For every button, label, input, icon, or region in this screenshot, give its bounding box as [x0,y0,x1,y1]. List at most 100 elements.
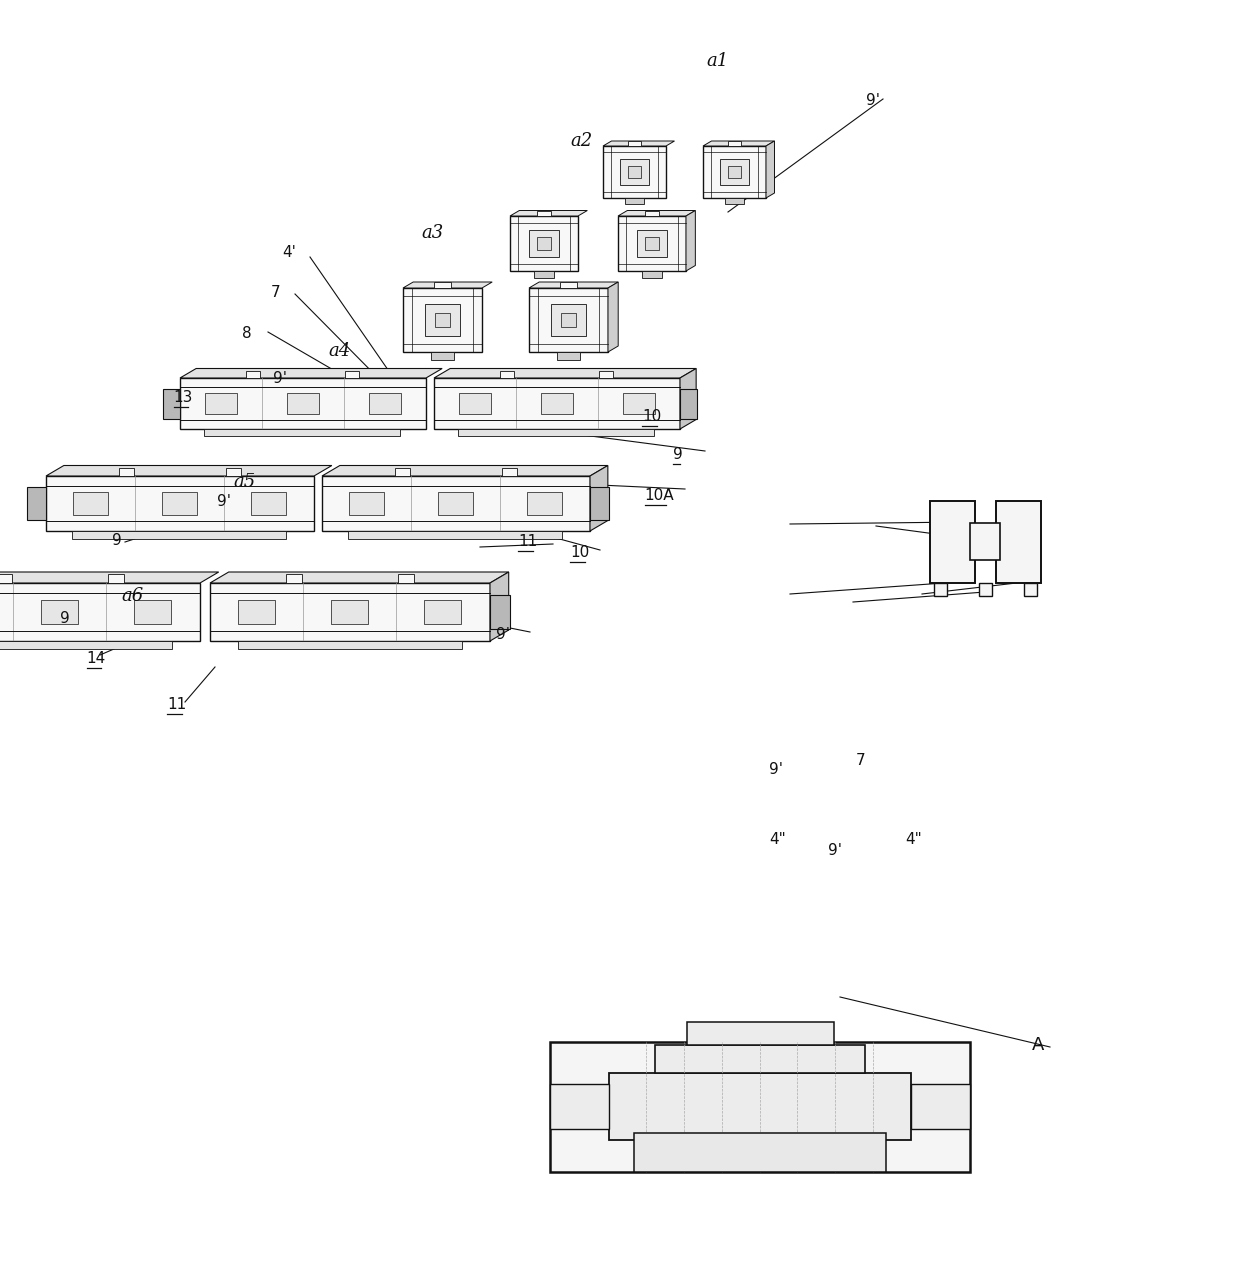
Bar [108,574,124,583]
Bar [238,599,275,623]
Text: 11: 11 [167,697,187,712]
Polygon shape [434,369,696,379]
Text: 7: 7 [856,753,866,769]
Polygon shape [703,146,766,198]
Bar [642,271,662,278]
Bar [551,1084,609,1129]
Polygon shape [0,583,200,641]
Bar [537,237,551,250]
Text: 11: 11 [518,534,538,549]
Bar [250,492,286,515]
Polygon shape [618,216,686,271]
Bar [560,313,577,327]
Bar [645,237,658,250]
Text: a1: a1 [707,52,729,69]
Bar [162,389,180,419]
Text: 8: 8 [242,326,252,341]
Bar [645,211,660,216]
Text: 9: 9 [673,447,683,462]
Text: 9': 9' [769,762,782,777]
Text: A: A [1032,1036,1044,1054]
Bar [27,487,46,520]
Bar [0,574,12,583]
Bar [930,501,975,583]
Bar [720,159,749,186]
Bar [286,392,319,414]
Text: a6: a6 [122,587,144,604]
Polygon shape [322,466,608,476]
Bar [500,371,515,379]
Bar [226,468,241,476]
Polygon shape [403,281,492,288]
Bar [0,641,172,649]
Bar [559,281,577,288]
Bar [238,641,463,649]
Polygon shape [180,379,427,429]
Text: 7: 7 [270,285,280,300]
Polygon shape [46,466,332,476]
Polygon shape [46,476,314,531]
Polygon shape [510,216,578,271]
Bar [1024,583,1037,596]
Polygon shape [210,583,490,641]
Polygon shape [686,211,696,271]
Text: 14: 14 [87,651,107,666]
Bar [72,531,286,539]
Polygon shape [618,211,696,216]
Bar [41,599,78,623]
Text: 9': 9' [273,371,286,386]
Polygon shape [490,572,508,641]
Bar [348,531,562,539]
Bar [246,371,260,379]
Bar [370,392,401,414]
Bar [590,487,609,520]
Polygon shape [703,141,775,146]
Bar [434,313,450,327]
Bar [551,1042,970,1172]
Bar [396,468,410,476]
Bar [609,1073,911,1140]
Bar [625,198,644,204]
Text: 4": 4" [769,832,786,847]
Bar [728,141,742,146]
Text: 9': 9' [217,493,231,509]
Text: 9: 9 [112,533,122,548]
Bar [541,392,573,414]
Text: a3: a3 [422,225,444,242]
Bar [636,230,667,257]
Bar [438,492,472,515]
Bar [725,198,744,204]
Bar [134,599,171,623]
Bar [119,468,134,476]
Bar [528,230,559,257]
Polygon shape [434,379,680,429]
Bar [527,492,562,515]
Bar [537,211,552,216]
Text: 9': 9' [866,93,879,109]
Text: 10: 10 [570,545,590,560]
Text: 9': 9' [828,843,842,858]
Bar [331,599,368,623]
Polygon shape [529,281,619,288]
Bar [425,304,460,336]
Text: a4: a4 [329,342,351,360]
Polygon shape [180,369,443,379]
Bar [205,429,401,435]
Bar [620,159,649,186]
Polygon shape [603,146,666,198]
Polygon shape [510,211,588,216]
Bar [996,501,1042,583]
Bar [934,583,947,596]
Text: 4": 4" [905,832,923,847]
Polygon shape [608,281,619,352]
Polygon shape [403,288,482,352]
Bar [162,492,197,515]
Bar [348,492,384,515]
Bar [434,281,451,288]
Polygon shape [529,288,608,352]
Bar [533,271,554,278]
Bar [728,167,740,178]
Bar [459,392,491,414]
Bar [629,167,641,178]
Polygon shape [322,476,590,531]
